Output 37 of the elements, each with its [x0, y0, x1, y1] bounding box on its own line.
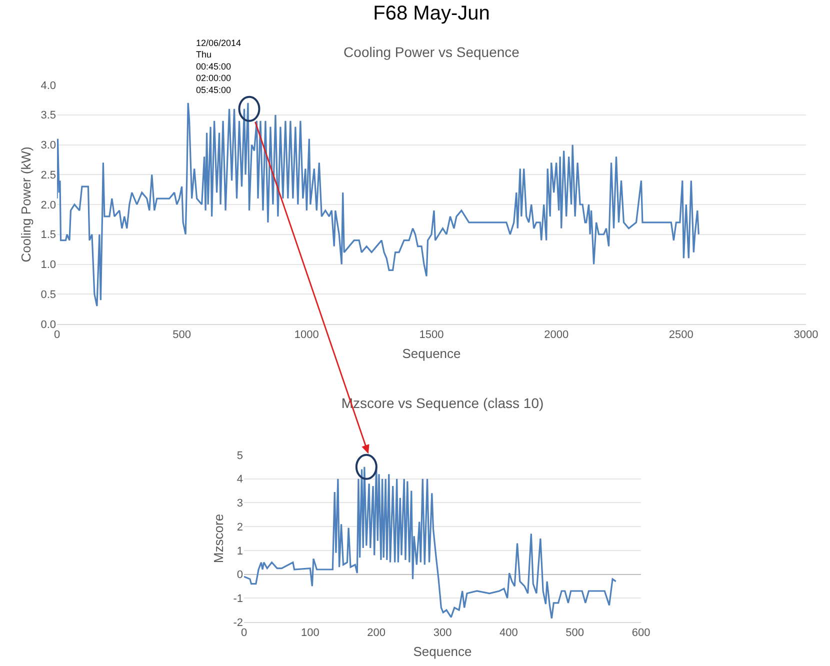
x-tick-label: 300: [433, 627, 452, 640]
annotation: 12/06/2014 Thu 00:45:00 02:00:00 05:45:00: [196, 38, 242, 95]
y-tick-label: 0.5: [40, 288, 56, 301]
y-axis-title: Mzscore: [211, 514, 226, 564]
x-tick-label: 600: [632, 627, 650, 640]
y-tick-label: 0.0: [40, 318, 56, 331]
x-tick-label: 2500: [668, 329, 694, 342]
y-tick-label: 0: [236, 569, 243, 582]
chart-title: F68 May-Jun: [373, 2, 490, 25]
x-tick-label: 500: [566, 627, 584, 640]
x-tick-label: 3000: [794, 329, 818, 342]
y-tick-label: 1: [236, 545, 243, 558]
x-tick-label: 2000: [544, 329, 569, 342]
x-tick-label: 500: [172, 329, 192, 342]
x-tick-label: 400: [499, 627, 518, 640]
x-tick-label: 100: [300, 627, 320, 640]
y-tick-label: 2: [236, 521, 243, 534]
y-tick-label: 5: [236, 450, 243, 462]
y-tick-label: 3.0: [40, 140, 56, 152]
y-tick-label: -2: [233, 616, 243, 629]
y-tick-label: 1.0: [40, 259, 56, 272]
line-series: [57, 102, 700, 307]
x-tick-label: 200: [367, 627, 386, 640]
x-axis-title: Sequence: [413, 644, 472, 659]
y-tick-label: 1.5: [40, 229, 56, 242]
x-tick-label: 1500: [419, 329, 444, 342]
y-tick-label: 2.5: [40, 169, 56, 182]
y-tick-label: 3: [236, 498, 243, 510]
x-tick-label: 1000: [294, 329, 319, 342]
y-tick-label: -1: [233, 592, 243, 605]
y-tick-label: 4.0: [40, 80, 56, 92]
y-tick-label: 2.0: [40, 199, 56, 212]
y-axis-title: Cooling Power (kW): [18, 146, 34, 262]
chart-subtitle: Cooling Power vs Sequence: [344, 44, 520, 60]
x-axis-title: Sequence: [402, 346, 461, 361]
y-tick-label: 4: [236, 474, 243, 486]
y-tick-label: 3.5: [40, 110, 56, 122]
